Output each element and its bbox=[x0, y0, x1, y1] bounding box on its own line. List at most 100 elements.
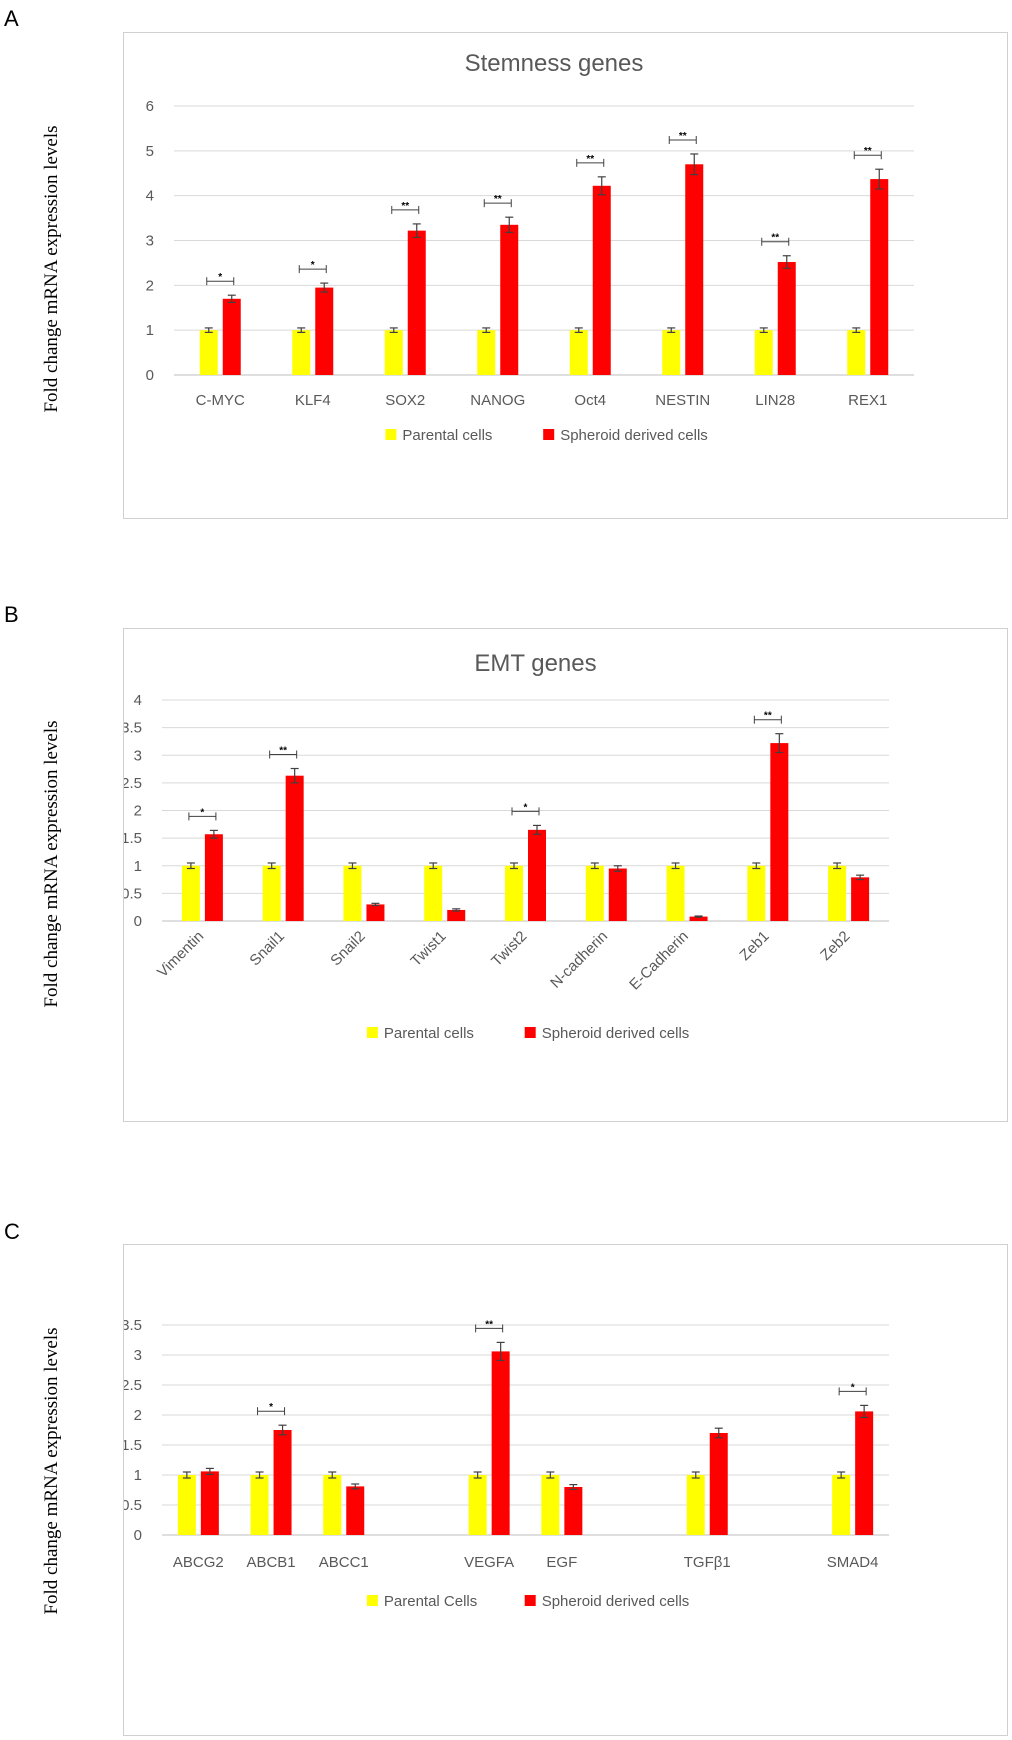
y-tick-label: 6 bbox=[146, 98, 154, 115]
x-category-label: TGFβ1 bbox=[684, 1554, 731, 1571]
bar-parental bbox=[666, 865, 685, 921]
y-tick-label: 1 bbox=[146, 322, 154, 339]
legend-swatch-spheroid bbox=[543, 429, 555, 440]
bar-spheroid bbox=[491, 1351, 510, 1535]
bar-spheroid bbox=[777, 262, 796, 375]
x-category-label: SOX2 bbox=[385, 392, 425, 409]
x-category-label: NESTIN bbox=[655, 392, 710, 409]
bar-spheroid bbox=[528, 829, 546, 921]
y-tick-label: 2 bbox=[146, 277, 154, 294]
y-tick-label: 3 bbox=[146, 233, 154, 250]
bar-spheroid bbox=[407, 230, 426, 375]
bar-parental bbox=[832, 1475, 851, 1535]
y-tick-label: 4 bbox=[146, 188, 154, 205]
x-category-label: Twist2 bbox=[488, 928, 530, 970]
significance-marker: ** bbox=[279, 746, 287, 757]
bar-spheroid bbox=[608, 868, 627, 921]
x-category-label: Oct4 bbox=[574, 392, 606, 409]
panel-letter-c: C bbox=[4, 1219, 20, 1244]
panel-letter-a: A bbox=[4, 6, 19, 31]
chart-stemness-genes: Stemness genes 0 1 2 3 4 5 6 * C-MYC * KLF4 ** SOX2 **… bbox=[123, 32, 1008, 519]
x-category-label: ABCG2 bbox=[173, 1554, 224, 1571]
significance-marker: ** bbox=[485, 1319, 493, 1330]
bar-spheroid bbox=[200, 1471, 219, 1535]
bar-spheroid bbox=[285, 775, 304, 921]
significance-marker: * bbox=[269, 1402, 273, 1413]
x-category-label: KLF4 bbox=[295, 392, 331, 409]
significance-marker: ** bbox=[494, 194, 502, 205]
y-tick-label: 0 bbox=[146, 367, 154, 384]
y-tick-label: 2.5 bbox=[124, 1377, 142, 1394]
y-tick-label: 1.5 bbox=[124, 830, 142, 847]
x-category-label: Zeb2 bbox=[817, 928, 853, 964]
bar-parental bbox=[569, 330, 588, 375]
legend-swatch-parental bbox=[366, 1027, 378, 1038]
bar-spheroid bbox=[346, 1486, 365, 1535]
y-tick-label: 0.5 bbox=[124, 1497, 142, 1514]
bar-parental bbox=[662, 330, 681, 375]
x-category-label: REX1 bbox=[848, 392, 887, 409]
panel-letter-b: B bbox=[4, 602, 19, 627]
y-tick-label: 1.5 bbox=[124, 1437, 142, 1454]
y-tick-label: 3.5 bbox=[124, 720, 142, 737]
significance-marker: ** bbox=[586, 154, 594, 165]
legend-label-spheroid: Spheroid derived cells bbox=[542, 1593, 690, 1610]
bar-parental bbox=[181, 865, 200, 921]
bar-spheroid bbox=[855, 1411, 874, 1535]
legend-label-spheroid: Spheroid derived cells bbox=[542, 1025, 690, 1042]
x-category-label: VEGFA bbox=[464, 1554, 514, 1571]
significance-marker: * bbox=[218, 272, 222, 283]
x-category-label: ABCB1 bbox=[246, 1554, 295, 1571]
bar-spheroid bbox=[500, 224, 519, 375]
bar-spheroid bbox=[366, 904, 385, 921]
x-category-label: C-MYC bbox=[196, 392, 245, 409]
y-tick-label: 3 bbox=[134, 1347, 142, 1364]
legend-swatch-spheroid bbox=[524, 1595, 536, 1606]
bar-spheroid bbox=[851, 877, 870, 921]
y-tick-label: 0 bbox=[134, 1527, 142, 1544]
bar-parental bbox=[477, 330, 496, 375]
chart-svg-stemness: Stemness genes 0 1 2 3 4 5 6 * C-MYC * KLF4 ** SOX2 **… bbox=[146, 50, 914, 444]
y-tick-label: 1 bbox=[134, 1467, 142, 1484]
bar-parental bbox=[754, 330, 773, 375]
y-tick-label: 2 bbox=[134, 803, 142, 820]
bar-spheroid bbox=[222, 298, 241, 375]
bar-parental bbox=[292, 330, 311, 375]
significance-marker: ** bbox=[771, 233, 779, 244]
bar-spheroid bbox=[870, 179, 889, 375]
significance-marker: ** bbox=[679, 131, 687, 142]
x-category-label: E-Cadherin bbox=[626, 928, 692, 994]
bar-parental bbox=[585, 865, 604, 921]
x-category-label: SMAD4 bbox=[827, 1554, 879, 1571]
bar-parental bbox=[250, 1475, 269, 1535]
legend-swatch-parental bbox=[385, 429, 397, 440]
y-tick-label: 1 bbox=[134, 858, 142, 875]
y-tick-label: 0.5 bbox=[124, 885, 142, 902]
legend-swatch-parental bbox=[366, 1595, 378, 1606]
x-category-label: NANOG bbox=[470, 392, 525, 409]
significance-marker: ** bbox=[764, 711, 772, 722]
plot-group: 0 0.5 1 1.5 2 2.5 3 3.5 4 * Vimentin ** Snail1 Snail2… bbox=[121, 692, 889, 1042]
y-tick-label: 2.5 bbox=[124, 775, 142, 792]
bar-parental bbox=[424, 865, 443, 921]
bar-parental bbox=[847, 330, 866, 375]
bar-parental bbox=[541, 1475, 560, 1535]
bar-spheroid bbox=[273, 1430, 292, 1535]
significance-marker: * bbox=[200, 807, 204, 818]
x-category-label: Twist1 bbox=[407, 928, 449, 970]
x-category-label: EGF bbox=[546, 1554, 577, 1571]
chart-title: EMT genes bbox=[474, 650, 596, 677]
chart-emt-genes: EMT genes 0 0.5 1 1.5 2 2.5 3 3.5 4 * Vimentin ** Sna… bbox=[121, 628, 1008, 1122]
bar-parental bbox=[828, 865, 847, 921]
x-category-label: Zeb1 bbox=[736, 928, 772, 964]
y-axis-label-a: Fold change mRNA expression levels bbox=[41, 125, 62, 413]
bar-parental bbox=[686, 1475, 705, 1535]
bar-spheroid bbox=[709, 1433, 728, 1535]
bar-parental bbox=[199, 330, 218, 375]
x-category-label: ABCC1 bbox=[319, 1554, 369, 1571]
bar-spheroid bbox=[770, 743, 789, 921]
x-category-label: Snail2 bbox=[327, 928, 369, 970]
bar-parental bbox=[468, 1475, 487, 1535]
x-category-label: LIN28 bbox=[755, 392, 795, 409]
plot-group: 0 0.5 1 1.5 2 2.5 3 3.5 ABCG2 * ABCB1 ABCC1 ** VEGFA E… bbox=[121, 1317, 889, 1610]
